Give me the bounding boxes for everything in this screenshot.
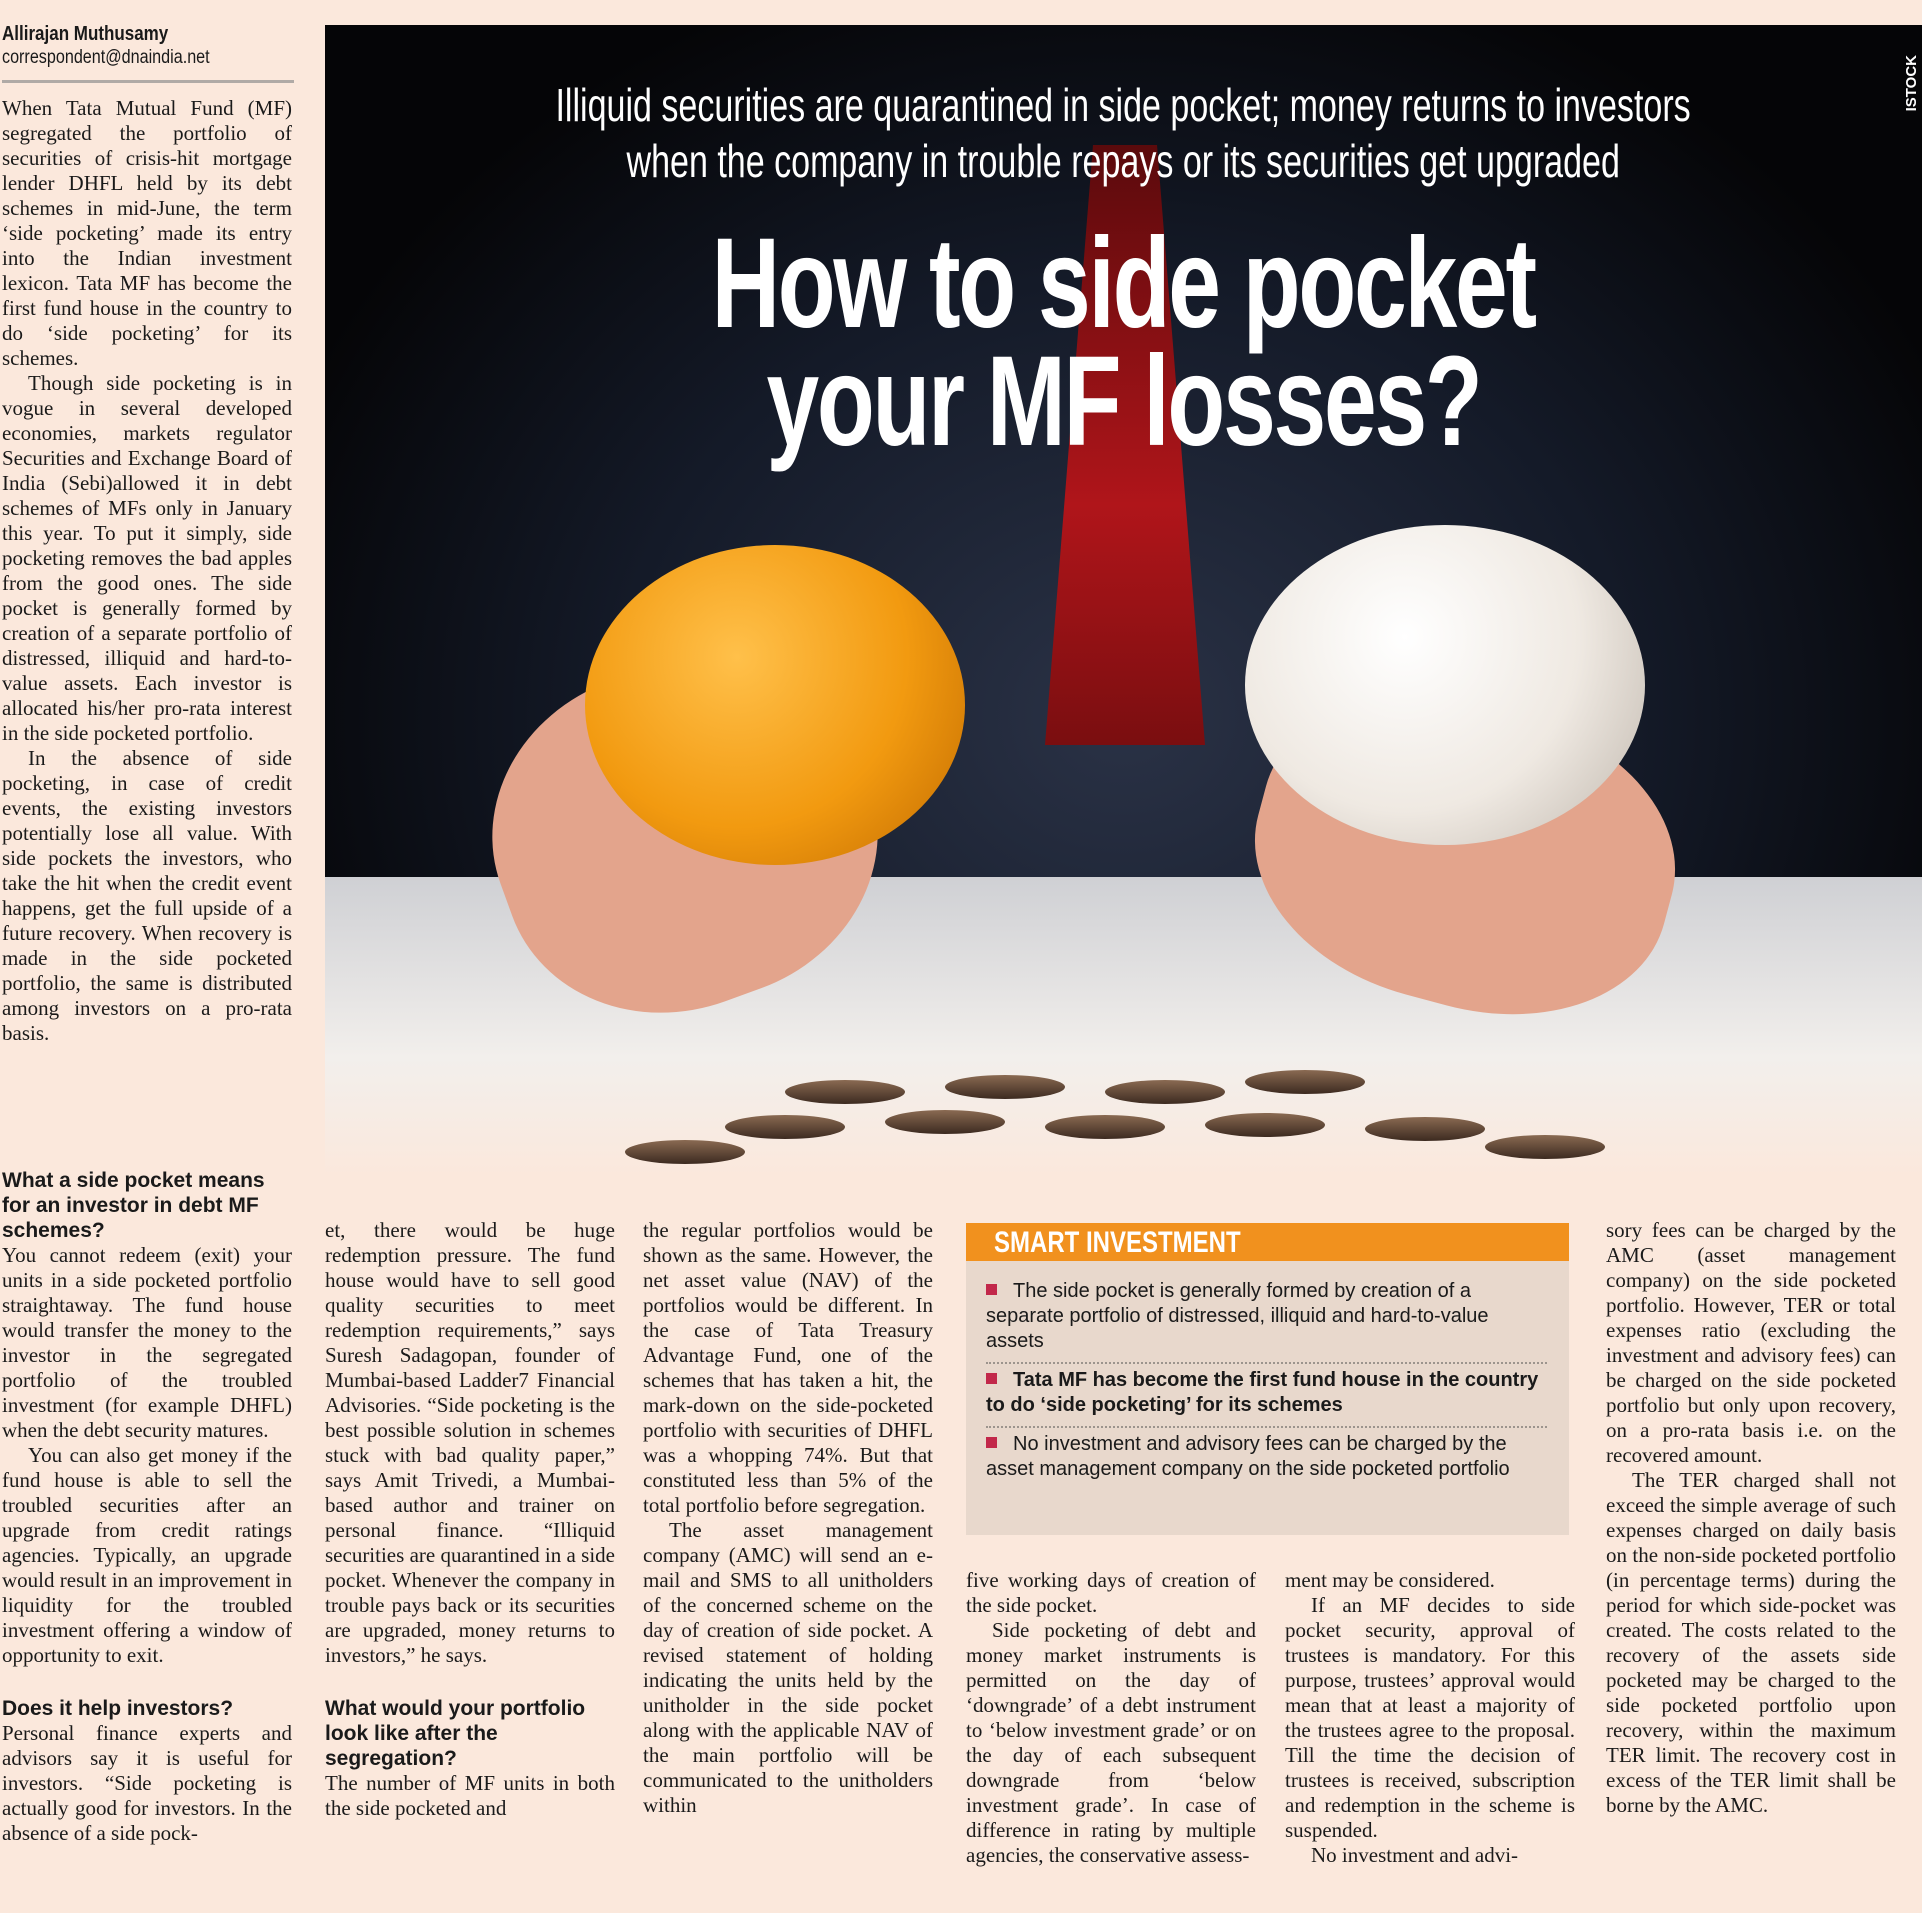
author-name: Allirajan Muthusamy: [2, 23, 169, 45]
paragraph: You can also get money if the fund house…: [2, 1443, 292, 1667]
column-1-bottom: What a side pocket means for an investor…: [2, 1168, 292, 1908]
coin: [1205, 1113, 1325, 1137]
paragraph: five working days of creation of the sid…: [966, 1568, 1256, 1617]
box-title: SMART INVESTMENT: [994, 1226, 1241, 1259]
section-heading: What would your portfolio look like afte…: [325, 1697, 586, 1770]
column-6: sory fees can be charged by the AMC (ass…: [1606, 1218, 1896, 1908]
paragraph: Side pocketing of debt and money market …: [966, 1618, 1256, 1867]
subheadline-line-1: Illiquid securities are quarantined in s…: [555, 79, 1692, 131]
smart-investment-box: SMART INVESTMENT The side pocket is gene…: [966, 1223, 1569, 1535]
square-bullet-icon: [986, 1284, 997, 1295]
box-item: No investment and advisory fees can be c…: [986, 1428, 1547, 1490]
paragraph: Personal finance experts and advisors sa…: [2, 1721, 292, 1845]
column-4: five working days of creation of the sid…: [966, 1568, 1256, 1908]
paragraph: ment may be considered.: [1285, 1568, 1495, 1592]
box-item-text: Tata MF has become the first fund house …: [986, 1369, 1539, 1416]
coin: [1105, 1080, 1225, 1104]
orange-piggy-bank: [585, 545, 965, 865]
column-1-top: When Tata Mutual Fund (MF) segregated th…: [2, 96, 292, 1146]
paragraph: In the absence of side pocketing, in cas…: [2, 746, 292, 1045]
headline-line-2: your MF losses?: [766, 330, 1482, 473]
subheadline-line-2: when the company in trouble repays or it…: [626, 135, 1621, 187]
paragraph: et, there would be huge redemption press…: [325, 1218, 615, 1667]
coin: [1365, 1117, 1485, 1141]
photo-credit: ISTOCK: [1903, 55, 1920, 112]
column-2: et, there would be huge redemption press…: [325, 1218, 615, 1908]
coin: [1485, 1135, 1605, 1159]
paragraph: When Tata Mutual Fund (MF) segregated th…: [2, 96, 292, 370]
section-heading: Does it help investors?: [2, 1697, 234, 1720]
box-item-text: The side pocket is generally formed by c…: [986, 1280, 1489, 1352]
box-header: SMART INVESTMENT: [966, 1223, 1569, 1261]
headline: How to side pocket your MF losses?: [325, 212, 1922, 473]
paragraph: You cannot redeem (exit) your units in a…: [2, 1243, 292, 1442]
box-item-text: No investment and advisory fees can be c…: [986, 1433, 1510, 1480]
coin: [1245, 1070, 1365, 1094]
byline: Allirajan Muthusamy correspondent@dnaind…: [2, 22, 294, 83]
column-3: the regular portfolios would be shown as…: [643, 1218, 933, 1908]
author-email: correspondent@dnaindia.net: [2, 47, 210, 68]
coin: [945, 1075, 1065, 1099]
box-list: The side pocket is generally formed by c…: [986, 1275, 1547, 1490]
hero-photo: Illiquid securities are quarantined in s…: [325, 25, 1922, 1177]
coin: [885, 1110, 1005, 1134]
column-5: ment may be considered. If an MF decides…: [1285, 1568, 1575, 1908]
box-item: Tata MF has become the first fund house …: [986, 1364, 1547, 1428]
box-item: The side pocket is generally formed by c…: [986, 1275, 1547, 1364]
square-bullet-icon: [986, 1437, 997, 1448]
section-heading: What a side pocket means for an investor…: [2, 1169, 265, 1242]
coin: [785, 1080, 905, 1104]
byline-divider: [2, 80, 294, 83]
paragraph: If an MF decides to side pocket security…: [1285, 1593, 1575, 1842]
paragraph: sory fees can be charged by the AMC (ass…: [1606, 1218, 1896, 1467]
headline-line-1: How to side pocket: [711, 212, 1537, 355]
white-piggy-bank: [1245, 525, 1645, 845]
paragraph: No investment and advi-: [1311, 1843, 1519, 1867]
subheadline: Illiquid securities are quarantined in s…: [325, 77, 1922, 189]
paragraph: The TER charged shall not exceed the sim…: [1606, 1468, 1896, 1817]
paragraph: the regular portfolios would be shown as…: [643, 1218, 933, 1517]
paragraph: The asset management company (AMC) will …: [643, 1518, 933, 1817]
square-bullet-icon: [986, 1373, 997, 1384]
coin: [1045, 1115, 1165, 1139]
coin: [625, 1140, 745, 1164]
paragraph: Though side pocketing is in vogue in sev…: [2, 371, 292, 745]
paragraph: The number of MF units in both the side …: [325, 1771, 615, 1820]
coin: [725, 1115, 845, 1139]
